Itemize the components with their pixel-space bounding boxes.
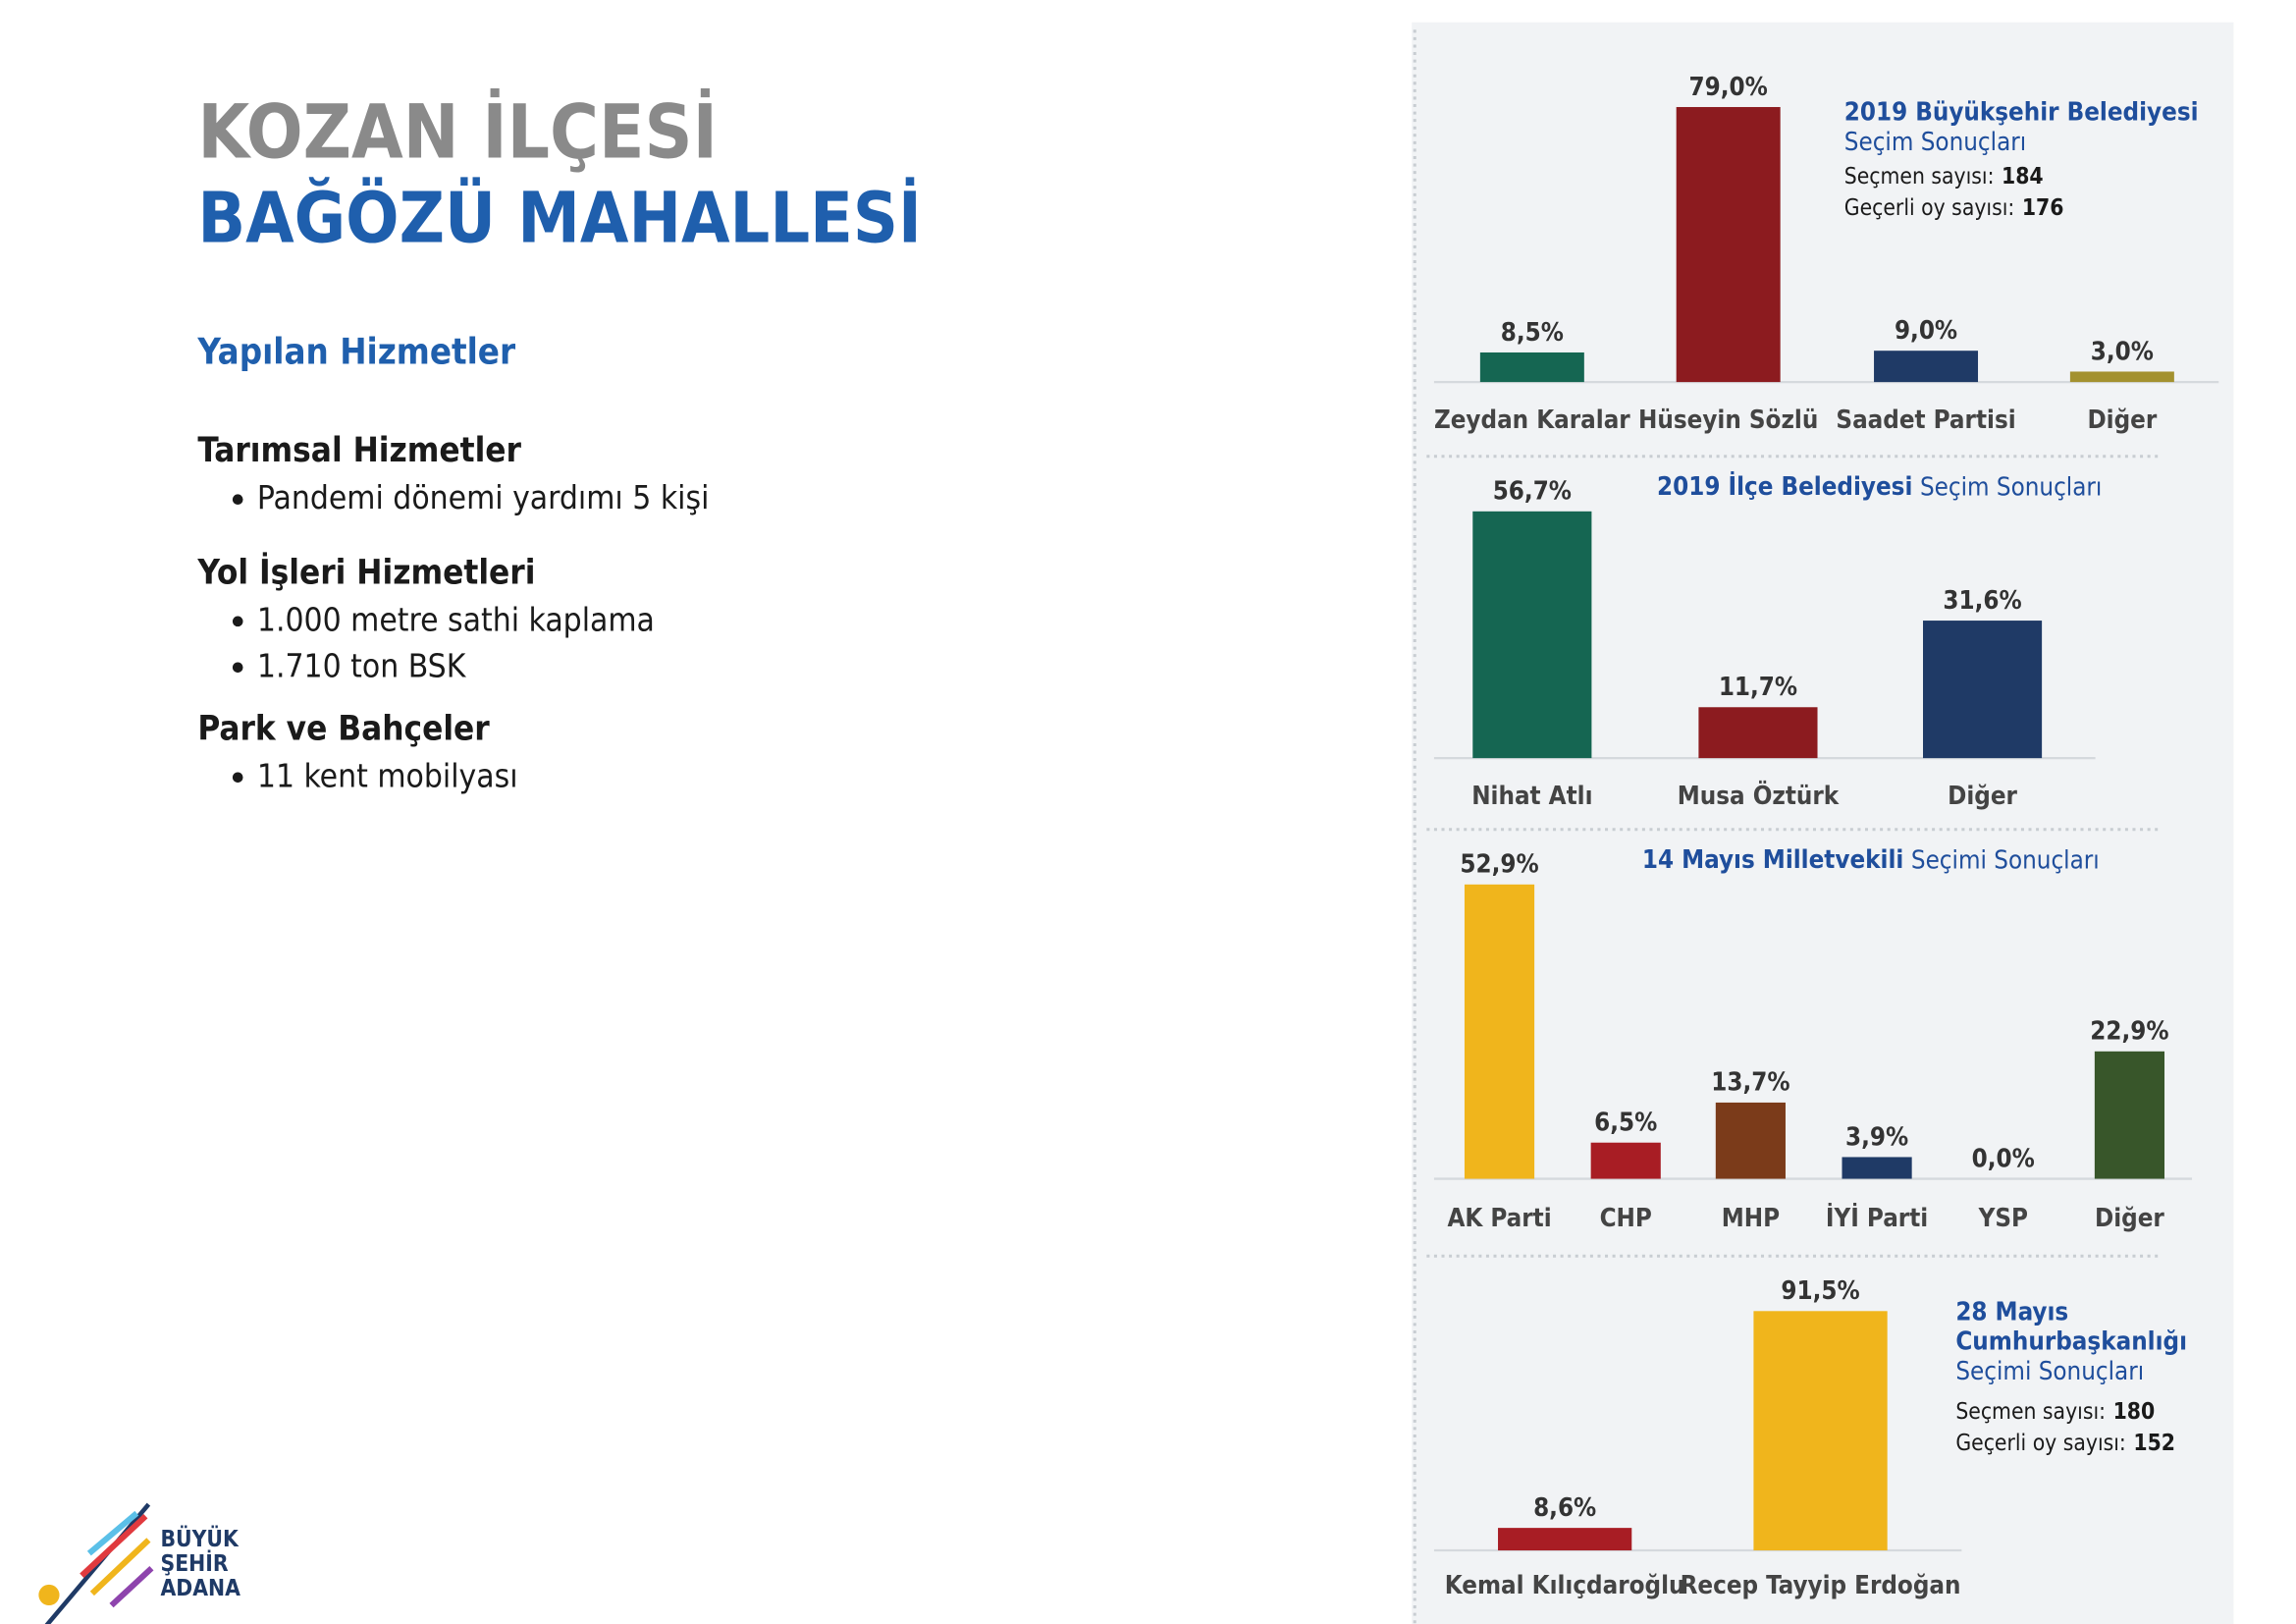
- section-heading: Tarımsal Hizmetler: [197, 431, 521, 470]
- value-label: 52,9%: [1460, 850, 1538, 880]
- category-label: Nihat Atlı: [1471, 782, 1592, 811]
- bar: [1464, 884, 1535, 1179]
- category-label: YSP: [1978, 1204, 2028, 1233]
- note-label: Seçmen sayısı:: [1844, 164, 1995, 189]
- category-label: Musa Öztürk: [1678, 779, 1840, 811]
- bar: [1874, 351, 1979, 383]
- page-subtitle: BAĞÖZÜ MAHALLESİ: [197, 178, 921, 259]
- logo-text: ŞEHİR: [161, 1549, 229, 1577]
- category-label: CHP: [1600, 1204, 1652, 1233]
- page-title: KOZAN İLÇESİ: [197, 86, 718, 175]
- note-label: Geçerli oy sayısı:: [1955, 1431, 2126, 1456]
- bar: [2094, 1051, 2165, 1179]
- bar: [1498, 1528, 1632, 1551]
- category-label: AK Parti: [1447, 1204, 1551, 1233]
- category-label: Diğer: [2087, 406, 2157, 435]
- chart-title: 28 Mayıs: [1955, 1297, 2068, 1326]
- value-label: 91,5%: [1781, 1276, 1859, 1306]
- service-item: 1.000 metre sathi kaplama: [257, 600, 655, 638]
- note: Seçmen sayısı: 180: [1955, 1399, 2155, 1425]
- note-value: 184: [2002, 164, 2044, 189]
- service-item: Pandemi dönemi yardımı 5 kişi: [257, 478, 710, 516]
- bullet: [232, 616, 243, 627]
- value-label: 8,5%: [1501, 318, 1564, 348]
- note: Geçerli oy sayısı: 176: [1844, 194, 2064, 220]
- chart-title: Cumhurbaşkanlığı: [1955, 1327, 2187, 1357]
- chart-title: 2019 Büyükşehir Belediyesi: [1844, 98, 2199, 128]
- bar: [2069, 371, 2174, 383]
- bar: [1753, 1311, 1888, 1551]
- note-value: 180: [2113, 1399, 2156, 1425]
- category-label: Recep Tayyip Erdoğan: [1681, 1571, 1961, 1600]
- note: Geçerli oy sayısı: 152: [1955, 1431, 2175, 1456]
- bar: [1590, 1142, 1661, 1179]
- category-label: MHP: [1722, 1204, 1780, 1233]
- category-label: Kemal Kılıçdaroğlu: [1445, 1571, 1685, 1600]
- category-label: Zeydan Karalar: [1434, 406, 1630, 435]
- service-item: 1.710 ton BSK: [257, 646, 467, 684]
- logo-text: BÜYÜK: [161, 1525, 240, 1552]
- note-label: Geçerli oy sayısı:: [1844, 194, 2015, 220]
- category-label: Diğer: [1948, 782, 2017, 811]
- chart-title-part: Seçimi Sonuçları: [1911, 845, 2100, 875]
- value-label: 11,7%: [1719, 673, 1797, 702]
- bar: [1472, 511, 1592, 759]
- note-value: 176: [2022, 194, 2064, 220]
- note: Seçmen sayısı: 184: [1844, 164, 2044, 189]
- value-label: 13,7%: [1711, 1068, 1789, 1098]
- value-label: 6,5%: [1594, 1109, 1657, 1138]
- value-label: 31,6%: [1943, 586, 2021, 616]
- bullet: [232, 662, 243, 674]
- category-label: Diğer: [2095, 1204, 2164, 1233]
- value-label: 0,0%: [1972, 1144, 2035, 1173]
- value-label: 9,0%: [1895, 316, 1957, 346]
- value-label: 22,9%: [2090, 1017, 2168, 1047]
- bullet: [232, 772, 243, 784]
- category-label: Saadet Partisi: [1836, 406, 2015, 435]
- note-value: 152: [2133, 1431, 2175, 1456]
- note-label: Seçmen sayısı:: [1955, 1399, 2106, 1425]
- bar: [1676, 107, 1781, 383]
- bullet: [232, 494, 243, 505]
- chart-title: Seçim Sonuçları: [1844, 128, 2026, 157]
- value-label: 79,0%: [1689, 73, 1768, 102]
- bar: [1715, 1102, 1786, 1179]
- logo: [38, 1502, 154, 1624]
- section-heading: Park ve Bahçeler: [197, 709, 490, 748]
- services-title: Yapılan Hizmetler: [196, 330, 516, 372]
- bar: [1923, 621, 2043, 759]
- logo-text: ADANA: [161, 1576, 241, 1601]
- chart-title: Seçimi Sonuçları: [1955, 1357, 2144, 1386]
- section-heading: Yol İşleri Hizmetleri: [196, 551, 535, 592]
- bar: [1479, 352, 1584, 383]
- chart-title: 2019 İlçe Belediyesi Seçim Sonuçları: [1657, 470, 2102, 502]
- category-label: İYİ Parti: [1826, 1202, 1928, 1233]
- category-label: Hüseyin Sözlü: [1638, 406, 1818, 435]
- chart-title: 14 Mayıs Milletvekili Seçimi Sonuçları: [1642, 845, 2100, 875]
- chart-title-part: Seçim Sonuçları: [1920, 472, 2102, 502]
- value-label: 8,6%: [1533, 1493, 1596, 1523]
- value-label: 3,0%: [2091, 337, 2154, 366]
- bar: [1698, 707, 1818, 759]
- bar: [1842, 1157, 1912, 1179]
- service-item: 11 kent mobilyası: [257, 756, 518, 794]
- value-label: 3,9%: [1845, 1122, 1908, 1152]
- value-label: 56,7%: [1493, 477, 1572, 507]
